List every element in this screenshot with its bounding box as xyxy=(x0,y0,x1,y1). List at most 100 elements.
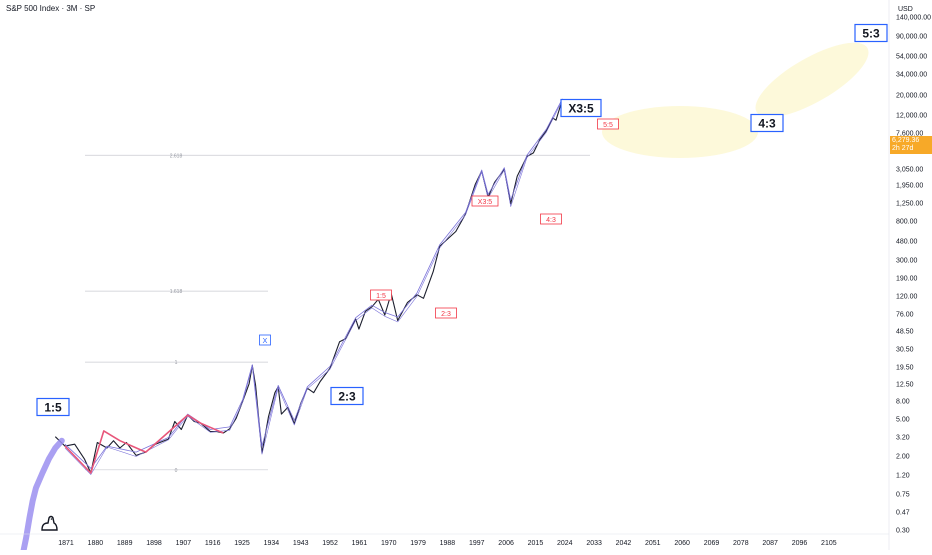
x-tick-label: 2060 xyxy=(674,540,690,547)
wave-label-major[interactable]: 5:3 xyxy=(854,23,888,43)
y-tick-label: 0.75 xyxy=(896,492,910,499)
x-tick-label: 1871 xyxy=(58,540,74,547)
x-tick-label: 1943 xyxy=(293,540,309,547)
x-tick-label: 2006 xyxy=(498,540,514,547)
x-tick-label: 1898 xyxy=(146,540,162,547)
y-tick-label: 90,000.00 xyxy=(896,34,927,41)
x-tick-label: 2033 xyxy=(586,540,602,547)
wave-label-major[interactable]: 1:5 xyxy=(36,397,70,417)
y-tick-label: 0.47 xyxy=(896,510,910,517)
wave-label-major-text: 1:5 xyxy=(44,401,62,415)
y-tick-label: 300.00 xyxy=(896,258,918,265)
last-price-value: 6,279.36 xyxy=(892,137,920,144)
y-tick-label: 48.50 xyxy=(896,329,914,336)
wave-label-minor[interactable]: 5:5 xyxy=(597,118,619,130)
bar-countdown: 2h 27d xyxy=(892,145,914,152)
y-tick-label: 19.50 xyxy=(896,365,914,372)
wave-label-minor[interactable]: 2:3 xyxy=(435,307,457,319)
x-tick-label: 2024 xyxy=(557,540,573,547)
x-tick-label: 2015 xyxy=(528,540,544,547)
x-tick-label: 2087 xyxy=(762,540,778,547)
wave-label-minor-text: 2:3 xyxy=(441,311,451,318)
wave-label-major-text: 5:3 xyxy=(862,27,880,41)
y-tick-label: 2.00 xyxy=(896,454,910,461)
wave-label-minor-box xyxy=(540,213,562,225)
upper-band-line xyxy=(64,98,563,469)
fib-level-label: 2.618 xyxy=(170,153,183,159)
y-tick-label: 0.30 xyxy=(896,528,910,535)
x-tick-label: 1952 xyxy=(322,540,338,547)
wave-label-major[interactable]: 2:3 xyxy=(330,386,364,406)
y-tick-label: 1,950.00 xyxy=(896,183,923,190)
wave-label-minor[interactable]: X3:5 xyxy=(471,195,499,207)
x-tick-label: 2069 xyxy=(704,540,720,547)
y-tick-label: 8.00 xyxy=(896,399,910,406)
x-tick-label: 2042 xyxy=(616,540,632,547)
y-tick-label: 3,050.00 xyxy=(896,167,923,174)
wave-label-minor-text: 1:5 xyxy=(376,293,386,300)
x-tick-label: 2051 xyxy=(645,540,661,547)
wave-label-minor-box xyxy=(597,118,619,130)
wave-label-major-text: 2:3 xyxy=(338,390,356,404)
y-tick-label: 54,000.00 xyxy=(896,54,927,61)
wave-label-minor-box xyxy=(435,307,457,319)
fib-level-label: 0 xyxy=(175,468,178,474)
x-tick-label: 1979 xyxy=(410,540,426,547)
x-tick-label: 1988 xyxy=(440,540,456,547)
x-tick-label: 1889 xyxy=(117,540,133,547)
x-tick-label: 2105 xyxy=(821,540,837,547)
y-tick-label: 140,000.00 xyxy=(896,15,931,22)
x-tick-label: 1961 xyxy=(352,540,368,547)
early-wave-stroke xyxy=(20,437,65,555)
x-tick-label: 1916 xyxy=(205,540,221,547)
x-tick-label: 1970 xyxy=(381,540,397,547)
y-tick-label: 1.20 xyxy=(896,473,910,480)
wave-label-minor[interactable]: X xyxy=(259,334,271,346)
x-tick-label: 1925 xyxy=(234,540,250,547)
x-tick-label: 2096 xyxy=(792,540,808,547)
y-tick-label: 30.50 xyxy=(896,347,914,354)
y-tick-label: 190.00 xyxy=(896,276,918,283)
wave-structure-line xyxy=(64,414,224,474)
wave-label-minor[interactable]: 1:5 xyxy=(370,289,392,301)
tradingview-logo-icon[interactable] xyxy=(40,514,60,532)
x-tick-label: 1907 xyxy=(176,540,192,547)
wave-label-minor-box xyxy=(259,334,271,346)
y-tick-label: 12,000.00 xyxy=(896,113,927,120)
wave-label-major-box xyxy=(36,397,70,417)
target-zone-wave-4 xyxy=(602,106,758,158)
y-tick-label: 5.00 xyxy=(896,417,910,424)
x-tick-label: 1934 xyxy=(264,540,280,547)
wave-label-minor-text: 4:3 xyxy=(546,217,556,224)
x-tick-label: 2078 xyxy=(733,540,749,547)
wave-label-major[interactable]: 4:3 xyxy=(750,113,784,133)
wave-label-major[interactable]: X3:5 xyxy=(560,98,602,118)
wave-label-major-text: X3:5 xyxy=(568,102,594,116)
y-tick-label: 7,600.00 xyxy=(896,131,923,138)
fib-level-label: 1.618 xyxy=(170,289,183,295)
wave-label-minor-box xyxy=(370,289,392,301)
wave-label-major-box xyxy=(330,386,364,406)
y-tick-label: 34,000.00 xyxy=(896,72,927,79)
currency-label[interactable]: USD xyxy=(898,6,913,13)
last-price-badge: 6,279.36 2h 27d xyxy=(890,136,932,154)
wave-label-minor-text: X3:5 xyxy=(478,199,493,206)
y-tick-label: 12.50 xyxy=(896,382,914,389)
y-tick-label: 20,000.00 xyxy=(896,93,927,100)
x-tick-label: 1997 xyxy=(469,540,485,547)
y-tick-label: 1,250.00 xyxy=(896,201,923,208)
fib-level-label: 1 xyxy=(175,360,178,366)
wave-label-major-text: 4:3 xyxy=(758,117,776,131)
lower-band-line xyxy=(64,99,563,475)
y-tick-label: 800.00 xyxy=(896,219,918,226)
chart-title: S&P 500 Index · 3M · SP xyxy=(6,4,96,13)
wave-label-minor-text: X xyxy=(263,338,268,345)
wave-label-minor[interactable]: 4:3 xyxy=(540,213,562,225)
wave-label-major-box xyxy=(854,23,888,43)
wave-label-major-box xyxy=(560,98,602,118)
y-tick-label: 480.00 xyxy=(896,239,918,246)
y-tick-label: 3.20 xyxy=(896,435,910,442)
x-tick-label: 1880 xyxy=(88,540,104,547)
